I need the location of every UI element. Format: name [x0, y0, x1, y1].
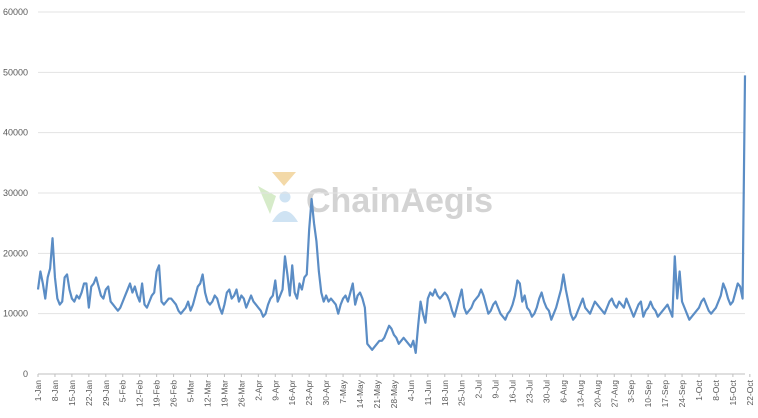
x-tick-label: 14-May: [355, 379, 365, 408]
y-tick-label: 0: [23, 369, 28, 379]
x-tick-label: 6-Aug: [558, 380, 568, 403]
y-tick-label: 30000: [3, 188, 28, 198]
x-tick-label: 26-Feb: [169, 380, 179, 407]
x-tick-label: 29-Jan: [101, 380, 111, 406]
x-tick-label: 16-Jul: [508, 380, 518, 403]
x-tick-label: 19-Mar: [219, 380, 229, 407]
series-line: [36, 75, 747, 354]
x-tick-label: 13-Aug: [575, 380, 585, 408]
x-tick-label: 3-Sep: [626, 380, 636, 403]
x-tick-label: 10-Sep: [643, 380, 653, 408]
x-tick-label: 30-Apr: [321, 380, 331, 406]
x-tick-label: 4-Jun: [406, 380, 416, 402]
gridlines: [38, 11, 745, 315]
watermark: ChainAegis: [258, 172, 493, 222]
x-tick-label: 8-Oct: [711, 379, 721, 400]
x-axis-ticks: 1-Jan 8-Jan 15-Jan 22-Jan 29-Jan 5-Feb 12-Feb 1…: [33, 374, 755, 408]
x-tick-label: 26-Mar: [236, 380, 246, 407]
x-tick-label: 27-Aug: [609, 380, 619, 408]
x-tick-label: 2-Apr: [253, 380, 263, 401]
x-tick-label: 2-Jul: [474, 380, 484, 399]
watermark-logo-top-icon: [272, 172, 296, 186]
x-tick-label: 5-Feb: [118, 380, 128, 402]
watermark-logo-left-icon: [258, 186, 276, 214]
x-tick-label: 30-Jul: [541, 380, 551, 403]
x-tick-label: 11-Jun: [423, 380, 433, 406]
x-tick-label: 19-Feb: [152, 380, 162, 407]
x-tick-label: 1-Jan: [33, 380, 43, 402]
x-tick-label: 22-Oct: [745, 379, 755, 405]
x-tick-label: 7-May: [338, 379, 348, 403]
x-tick-label: 18-Jun: [440, 380, 450, 406]
x-tick-label: 24-Sep: [677, 380, 687, 408]
x-tick-label: 12-Feb: [135, 380, 145, 407]
y-tick-label: 10000: [3, 309, 28, 319]
x-tick-label: 23-Jul: [525, 380, 535, 403]
x-tick-label: 15-Jan: [67, 380, 77, 406]
x-tick-label: 28-May: [389, 379, 399, 408]
y-axis-ticks: 0 10000 20000 30000 40000 50000 60000: [3, 7, 28, 379]
watermark-text: ChainAegis: [306, 182, 493, 220]
x-tick-label: 21-May: [372, 379, 382, 408]
x-tick-label: 12-Mar: [202, 380, 212, 407]
x-tick-label: 15-Oct: [728, 379, 738, 405]
x-tick-label: 16-Apr: [287, 380, 297, 406]
x-tick-label: 1-Oct: [694, 379, 704, 400]
x-tick-label: 8-Jan: [50, 380, 60, 402]
x-tick-label: 17-Sep: [660, 380, 670, 408]
watermark-logo-body-icon: [272, 211, 298, 222]
x-tick-label: 9-Jul: [491, 380, 501, 399]
watermark-logo-head-icon: [279, 191, 291, 203]
y-tick-label: 50000: [3, 67, 28, 77]
x-tick-label: 22-Jan: [84, 380, 94, 406]
y-tick-label: 40000: [3, 128, 28, 138]
x-tick-label: 25-Jun: [457, 380, 467, 406]
x-tick-label: 5-Mar: [186, 380, 196, 402]
x-tick-label: 9-Apr: [270, 380, 280, 401]
x-tick-label: 23-Apr: [304, 380, 314, 406]
y-tick-label: 20000: [3, 248, 28, 258]
x-tick-label: 20-Aug: [592, 380, 602, 408]
y-tick-label: 60000: [3, 7, 28, 17]
